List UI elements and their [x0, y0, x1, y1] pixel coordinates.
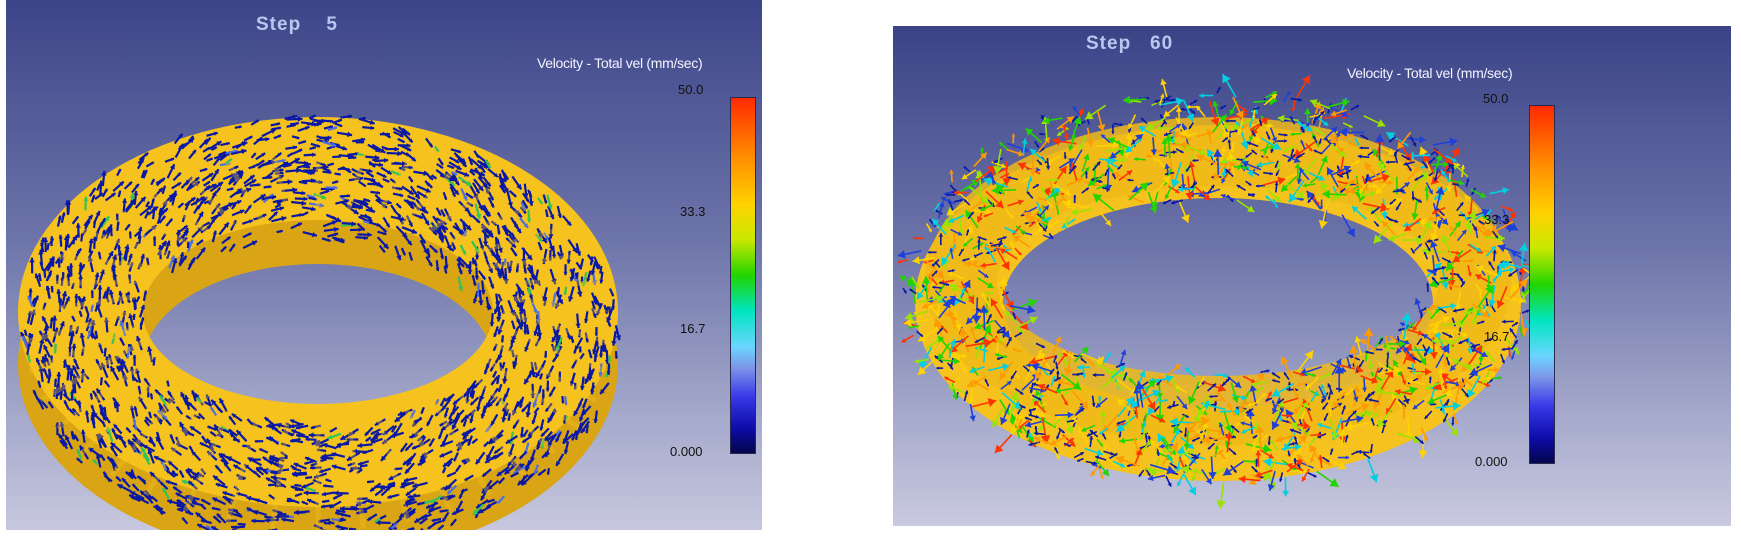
right-legend-tick-min: 0.000	[1475, 454, 1508, 469]
left-visualization-panel: Step 5 Velocity - Total vel (mm/sec) 50.…	[6, 0, 762, 530]
right-step-value: 60	[1150, 33, 1174, 54]
right-color-legend-bar	[1529, 105, 1555, 464]
torus-left-render	[18, 114, 622, 530]
left-legend-tick-max: 50.0	[678, 82, 704, 97]
left-legend-tick-high: 33.3	[680, 204, 706, 219]
right-step-title: Step 60	[1086, 33, 1173, 55]
left-step-value: 5	[326, 14, 338, 35]
left-step-label: Step	[256, 14, 302, 35]
right-visualization-panel: Step 60 Velocity - Total vel (mm/sec) 50…	[893, 26, 1731, 526]
left-color-legend-bar	[730, 97, 756, 454]
left-legend-tick-min: 0.000	[670, 444, 703, 459]
left-legend-tick-low: 16.7	[680, 321, 706, 336]
left-legend-title: Velocity - Total vel (mm/sec)	[537, 55, 703, 71]
right-legend-title: Velocity - Total vel (mm/sec)	[1347, 65, 1513, 81]
right-legend-tick-high: 33.3	[1484, 212, 1510, 227]
right-legend-tick-max: 50.0	[1483, 91, 1509, 106]
right-legend-tick-low: 16.7	[1484, 329, 1510, 344]
left-step-title: Step 5	[256, 14, 338, 36]
right-step-label: Step	[1086, 33, 1132, 54]
torus-right-render	[897, 73, 1548, 509]
